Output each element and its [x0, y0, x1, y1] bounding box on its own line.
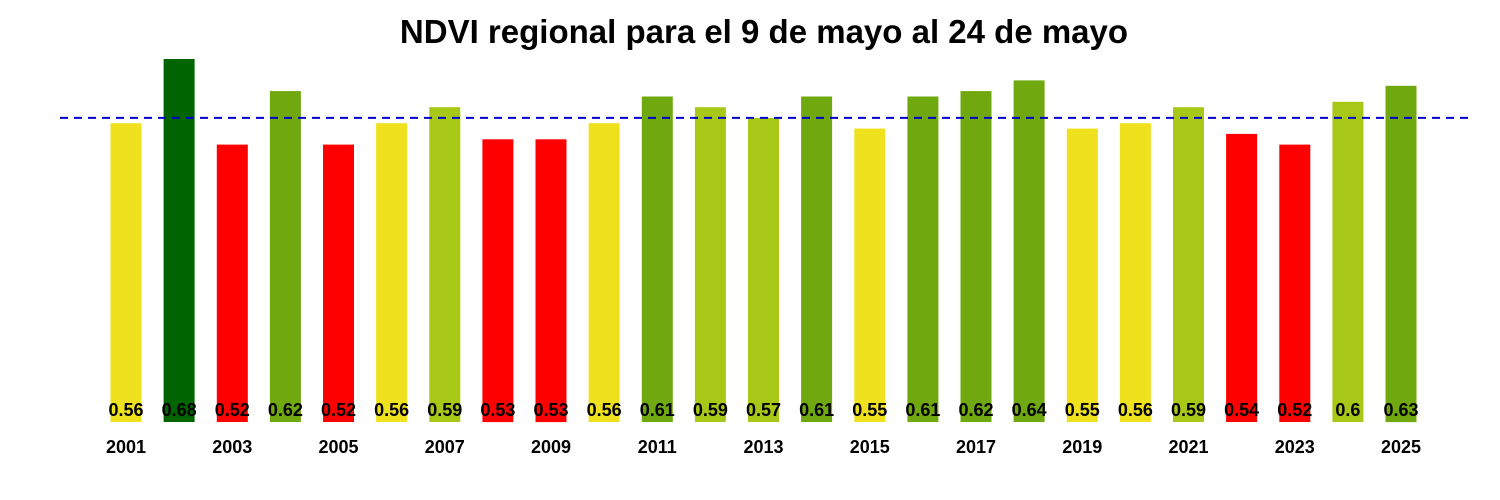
- value-label-2009: 0.53: [533, 400, 568, 420]
- value-labels-group: 0.56 0.68 0.52 0.62 0.52 0.56 0.59 0.53 0.53 0.56…: [108, 400, 1418, 420]
- bar-2020: [1119, 123, 1151, 422]
- bar-2016: [907, 96, 939, 422]
- x-tick-label-2025: 2025: [1381, 437, 1421, 457]
- x-tick-label-2013: 2013: [743, 437, 783, 457]
- x-tick-label-2021: 2021: [1168, 437, 1208, 457]
- bar-2004: [269, 91, 301, 422]
- x-tick-label-2001: 2001: [106, 437, 146, 457]
- bar-2015: [854, 128, 886, 422]
- chart-title: NDVI regional para el 9 de mayo al 24 de…: [400, 13, 1128, 50]
- bar-2009: [535, 139, 567, 423]
- bars-group: [110, 59, 1417, 423]
- value-label-2021: 0.59: [1171, 400, 1206, 420]
- value-label-2015: 0.55: [852, 400, 887, 420]
- bar-2014: [801, 96, 833, 422]
- x-tick-label-2003: 2003: [212, 437, 252, 457]
- value-label-2016: 0.61: [905, 400, 940, 420]
- x-tick-label-2005: 2005: [318, 437, 358, 457]
- bar-2024: [1332, 101, 1364, 423]
- bar-2018: [1013, 80, 1045, 423]
- bar-2019: [1066, 128, 1098, 422]
- x-tick-label-2019: 2019: [1062, 437, 1102, 457]
- value-label-2007: 0.59: [427, 400, 462, 420]
- value-label-2012: 0.59: [693, 400, 728, 420]
- x-tick-label-2009: 2009: [531, 437, 571, 457]
- value-label-2020: 0.56: [1118, 400, 1153, 420]
- x-tick-label-2023: 2023: [1275, 437, 1315, 457]
- value-label-2003: 0.52: [215, 400, 250, 420]
- bar-2017: [960, 91, 992, 422]
- bar-2007: [429, 107, 461, 422]
- x-tick-label-2015: 2015: [850, 437, 890, 457]
- bar-2025: [1385, 85, 1417, 423]
- bar-2012: [694, 107, 726, 422]
- bar-2011: [641, 96, 673, 422]
- value-label-2025: 0.63: [1383, 400, 1418, 420]
- value-label-2023: 0.52: [1277, 400, 1312, 420]
- bar-2006: [376, 123, 408, 422]
- bar-2021: [1173, 107, 1204, 422]
- value-label-2002: 0.68: [162, 400, 197, 420]
- value-label-2001: 0.56: [108, 400, 143, 420]
- x-tick-label-2017: 2017: [956, 437, 996, 457]
- bar-2005: [323, 144, 354, 422]
- bar-2010: [588, 123, 620, 422]
- value-label-2024: 0.6: [1335, 400, 1360, 420]
- value-label-2008: 0.53: [480, 400, 515, 420]
- value-label-2006: 0.56: [374, 400, 409, 420]
- value-label-2005: 0.52: [321, 400, 356, 420]
- bar-2013: [748, 117, 779, 423]
- x-tick-label-2011: 2011: [638, 437, 677, 457]
- value-label-2019: 0.55: [1065, 400, 1100, 420]
- value-label-2018: 0.64: [1012, 400, 1047, 420]
- bar-2002: [163, 59, 195, 422]
- value-label-2011: 0.61: [640, 400, 675, 420]
- value-label-2022: 0.54: [1224, 400, 1259, 420]
- value-label-2004: 0.62: [268, 400, 303, 420]
- bar-2008: [482, 139, 514, 423]
- value-label-2017: 0.62: [958, 400, 993, 420]
- bar-2023: [1279, 144, 1311, 422]
- bar-2003: [216, 144, 248, 422]
- value-label-2014: 0.61: [799, 400, 834, 420]
- x-tick-labels-group: 2001 2003 2005 2007 2009 2011 2013 2015 2017 2019…: [106, 437, 1421, 457]
- value-label-2010: 0.56: [587, 400, 622, 420]
- bar-2022: [1226, 133, 1258, 422]
- bar-2001: [110, 123, 142, 422]
- x-tick-label-2007: 2007: [425, 437, 465, 457]
- value-label-2013: 0.57: [746, 400, 781, 420]
